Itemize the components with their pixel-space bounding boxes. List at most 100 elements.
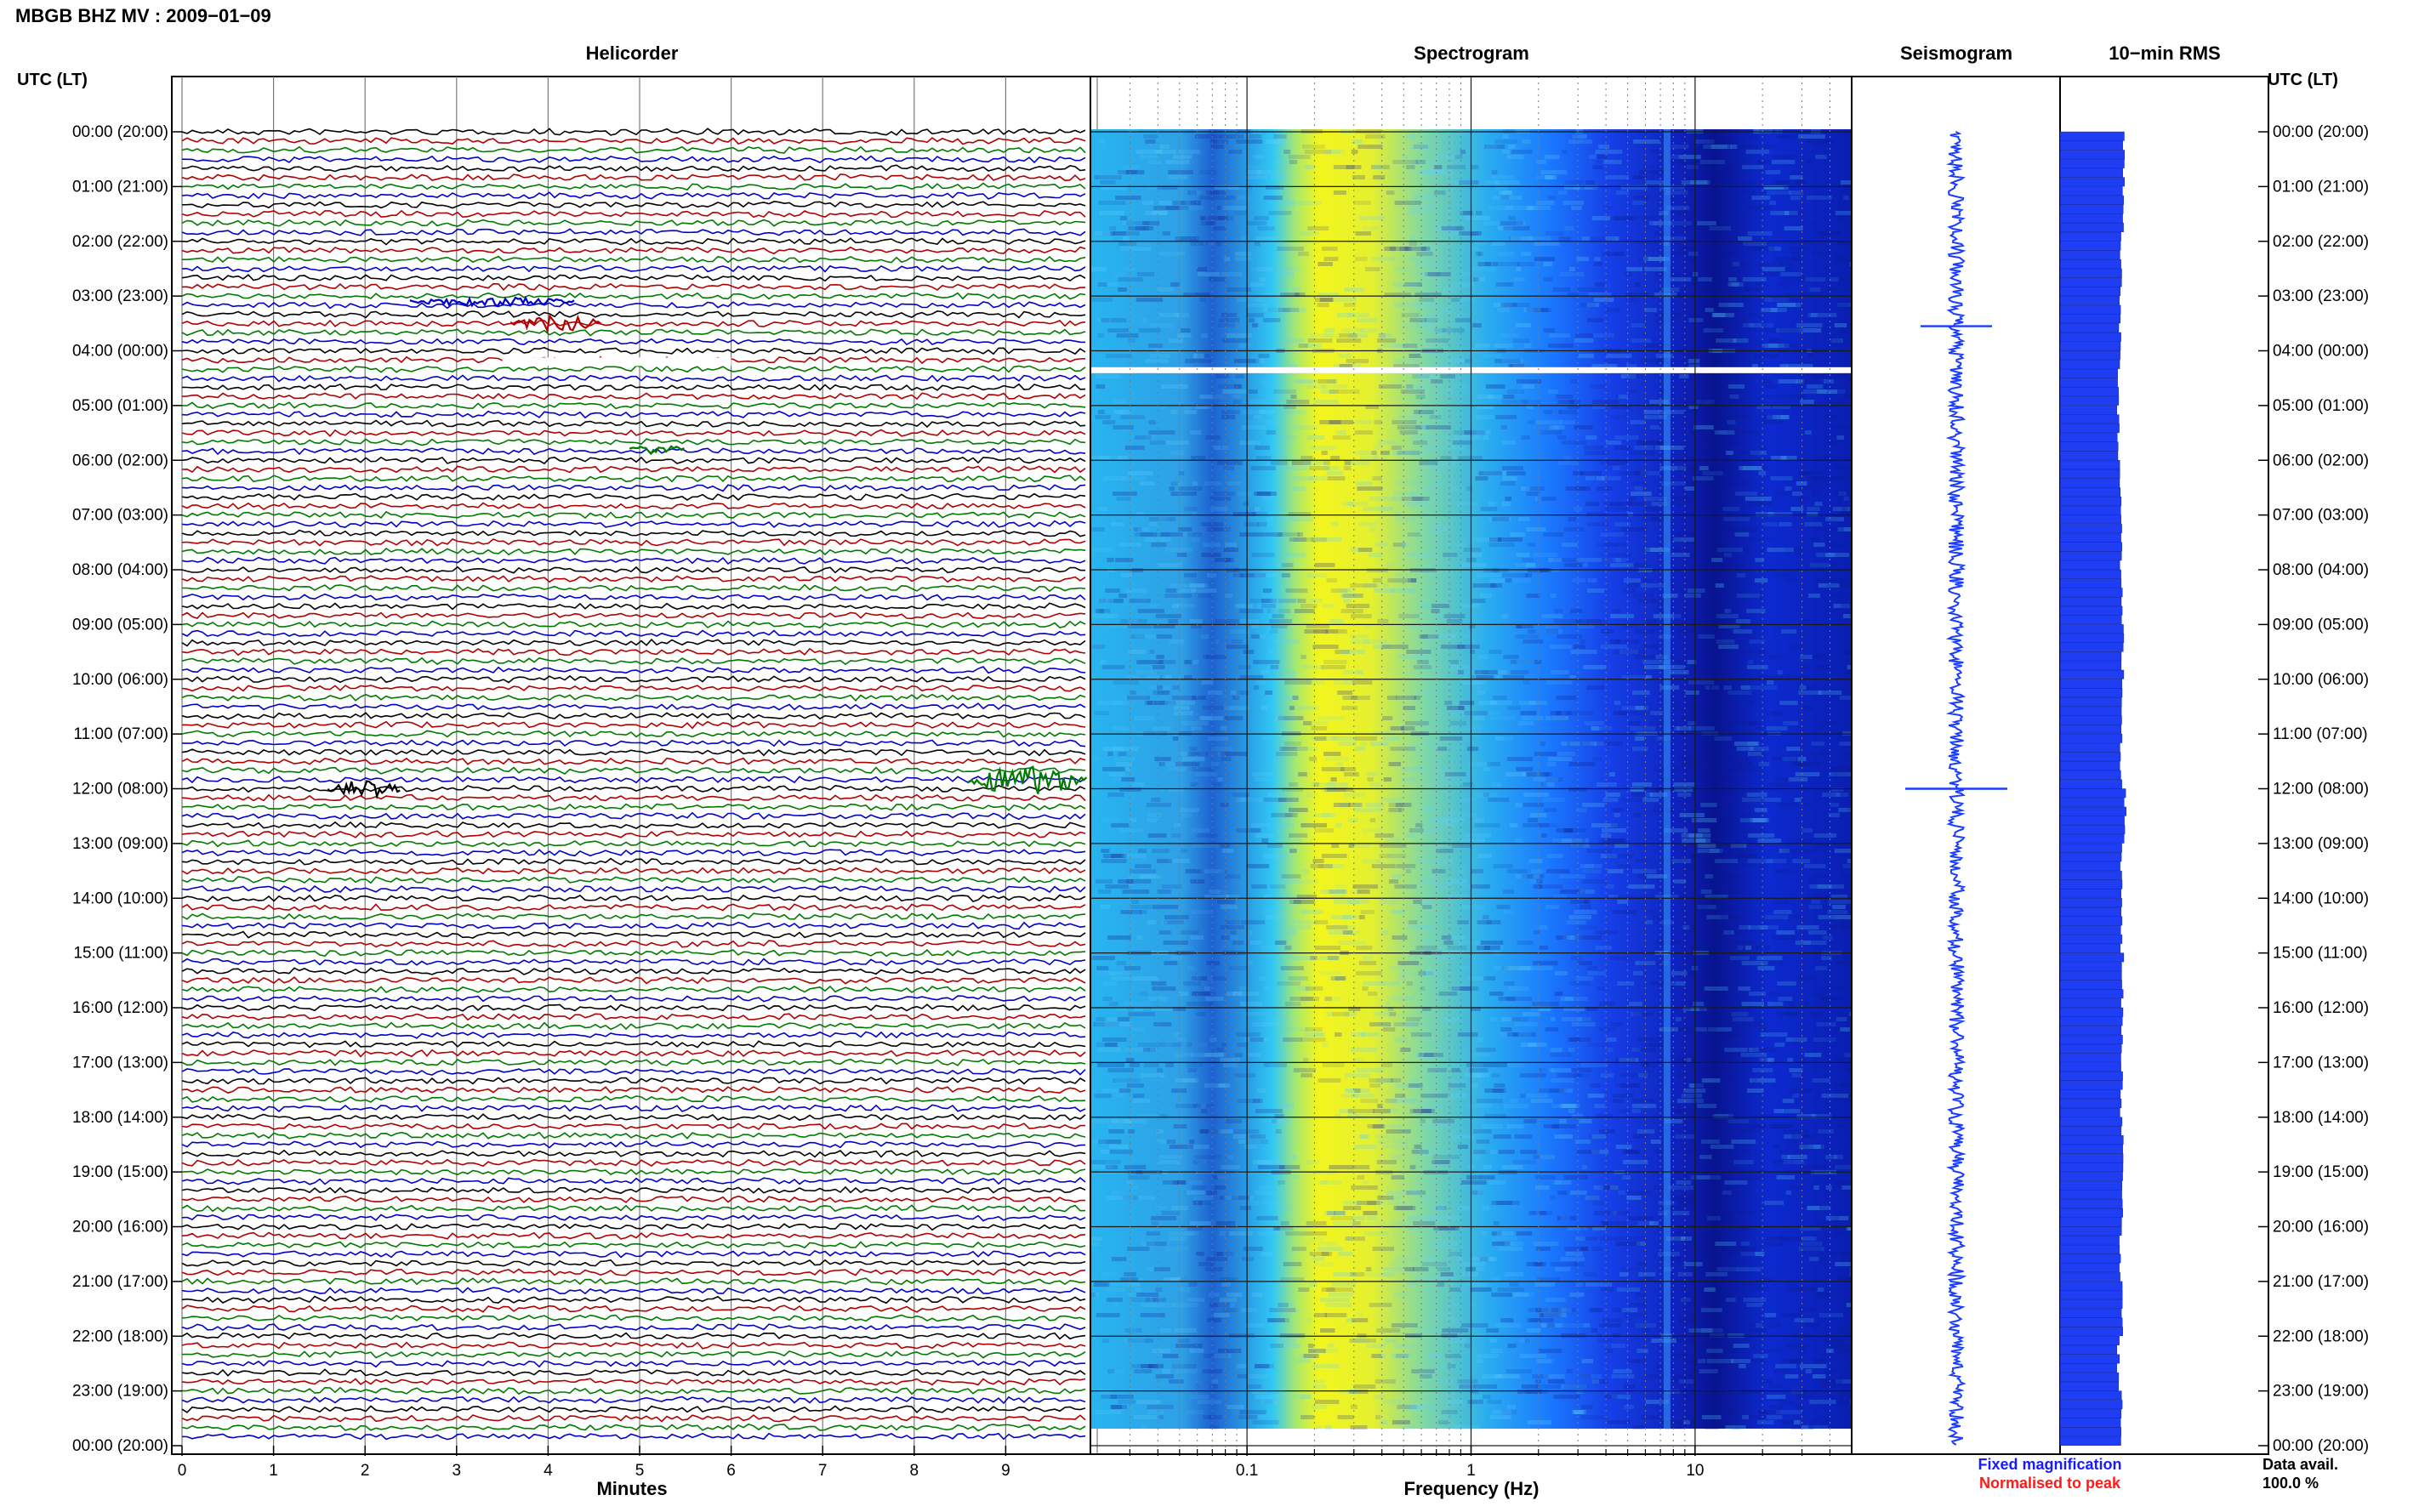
spectrogram-cell xyxy=(1237,1099,1263,1103)
spectrogram-cell xyxy=(1581,236,1591,241)
spectrogram-cell xyxy=(1642,660,1670,664)
spectrogram-cell xyxy=(1520,1150,1538,1154)
spectrogram-cell xyxy=(1293,537,1314,542)
spectrogram-cell xyxy=(1189,1180,1203,1185)
spectrogram-cell xyxy=(1572,838,1585,843)
spectrogram-cell xyxy=(1204,1053,1224,1057)
spectrogram-cell xyxy=(1216,206,1225,210)
spectrogram-cell xyxy=(1504,1272,1524,1276)
spectrogram-cell xyxy=(1152,726,1171,730)
spectrogram-cell xyxy=(1778,1400,1795,1404)
spectrogram-cell xyxy=(1168,619,1178,623)
rms-bar xyxy=(2059,779,2122,789)
spectrogram-cell xyxy=(1101,1150,1110,1154)
spectrogram-cell xyxy=(1825,553,1850,557)
spectrogram-cell xyxy=(1519,1339,1532,1343)
spectrogram-cell xyxy=(1626,583,1640,588)
spectrogram-cell xyxy=(1136,1293,1159,1297)
spectrogram-cell xyxy=(1773,573,1794,577)
row-label-left: 19:00 (15:00) xyxy=(72,1163,168,1181)
spectrogram-cell xyxy=(1693,986,1706,991)
spectrogram-cell xyxy=(1492,1242,1511,1246)
spectrogram-cell xyxy=(1752,818,1768,822)
spectrogram-cell xyxy=(1371,1354,1382,1358)
spectrogram-cell xyxy=(1411,1405,1436,1409)
spectrogram-cell xyxy=(1716,287,1735,292)
row-label-right: 05:00 (01:00) xyxy=(2273,397,2369,415)
spectrogram-cell xyxy=(1380,344,1389,348)
spectrogram-cell xyxy=(1161,1211,1181,1215)
spectrogram-cell xyxy=(1543,1374,1565,1378)
rms-bar xyxy=(2059,816,2125,826)
spectrogram-cell xyxy=(1675,1134,1696,1139)
spectrogram-cell xyxy=(1136,670,1158,674)
spectrogram-cell xyxy=(1837,1124,1845,1128)
spectrogram-cell xyxy=(1304,1032,1325,1037)
spectrogram-cell xyxy=(1151,543,1167,547)
spectrogram-cell xyxy=(1405,1333,1422,1338)
spectrogram-cell xyxy=(1620,1083,1641,1088)
spectrogram-cell xyxy=(1306,1318,1312,1322)
spectrogram-cell xyxy=(1441,226,1463,230)
spectrogram-cell xyxy=(1591,364,1618,368)
spectrogram-cell xyxy=(1498,997,1516,1001)
spectrogram-cell xyxy=(1261,1252,1272,1256)
spectrogram-cell xyxy=(1403,344,1418,348)
spectrogram-cell xyxy=(1817,456,1834,460)
spectrogram-cell xyxy=(1172,1364,1197,1368)
spectrogram-cell xyxy=(1350,1405,1358,1409)
spectrogram-cell xyxy=(1298,772,1307,776)
spectrogram-cell xyxy=(1318,293,1340,297)
spectrogram-cell xyxy=(1289,537,1306,542)
spectrogram-cell xyxy=(1263,798,1287,802)
spectrogram-cell xyxy=(1384,247,1397,251)
spectrogram-cell xyxy=(1224,558,1231,562)
spectrogram-cell xyxy=(1591,1379,1607,1384)
spectrogram-cell xyxy=(1171,956,1182,960)
rms-bar xyxy=(2059,925,2121,935)
spectrogram-cell xyxy=(1321,247,1338,251)
spectrogram-cell xyxy=(1271,609,1278,613)
spectrogram-cell xyxy=(1683,1420,1691,1424)
spectrogram-cell xyxy=(1198,716,1225,720)
spectrogram-cell xyxy=(1363,639,1387,644)
spectrogram-cell xyxy=(1703,1303,1714,1307)
spectrogram-cell xyxy=(1175,1369,1198,1373)
spectrogram-cell xyxy=(1633,813,1642,817)
spectrogram-cell xyxy=(1661,287,1680,292)
spectrogram-cell xyxy=(1129,1063,1141,1067)
spectrogram-cell xyxy=(1129,818,1137,822)
rms-bar xyxy=(2059,916,2123,926)
spectrogram-cell xyxy=(1136,272,1154,276)
spectrogram-cell xyxy=(1275,752,1298,756)
spectrogram-cell xyxy=(1419,318,1438,322)
spectrogram-cell xyxy=(1762,267,1785,271)
row-label-right: 01:00 (21:00) xyxy=(2273,178,2369,196)
spectrogram-cell xyxy=(1118,1017,1130,1021)
spectrogram-cell xyxy=(1543,410,1562,414)
rms-bar xyxy=(2059,788,2126,799)
spectrogram-cell xyxy=(1833,772,1846,776)
spectrogram-cell xyxy=(1504,1242,1515,1246)
spectrogram-cell xyxy=(1720,441,1745,445)
spectrogram-cell xyxy=(1472,323,1482,327)
spectrogram-cell xyxy=(1554,609,1563,613)
spectrogram-cell xyxy=(1338,1252,1353,1256)
spectrogram-cell xyxy=(1699,823,1707,827)
spectrogram-cell xyxy=(1551,716,1567,720)
spectrogram-cell xyxy=(1309,466,1330,470)
spectrogram-cell xyxy=(1425,272,1441,276)
spectrogram-cell xyxy=(1759,446,1767,450)
spectrogram-cell xyxy=(1472,1191,1484,1195)
spectrogram-cell xyxy=(1160,1328,1172,1333)
spectrogram-cell xyxy=(1524,573,1532,577)
spectrogram-cell xyxy=(1440,645,1466,649)
spectrogram-cell xyxy=(1369,1078,1393,1083)
spectrogram-cell xyxy=(1220,803,1229,807)
x-tick-label: 1 xyxy=(1466,1462,1476,1480)
spectrogram-cell xyxy=(1350,583,1377,588)
rms-bar xyxy=(2059,505,2121,515)
spectrogram-cell xyxy=(1206,655,1227,659)
spectrogram-cell xyxy=(1407,1282,1417,1287)
spectrogram-cell xyxy=(1247,441,1255,445)
